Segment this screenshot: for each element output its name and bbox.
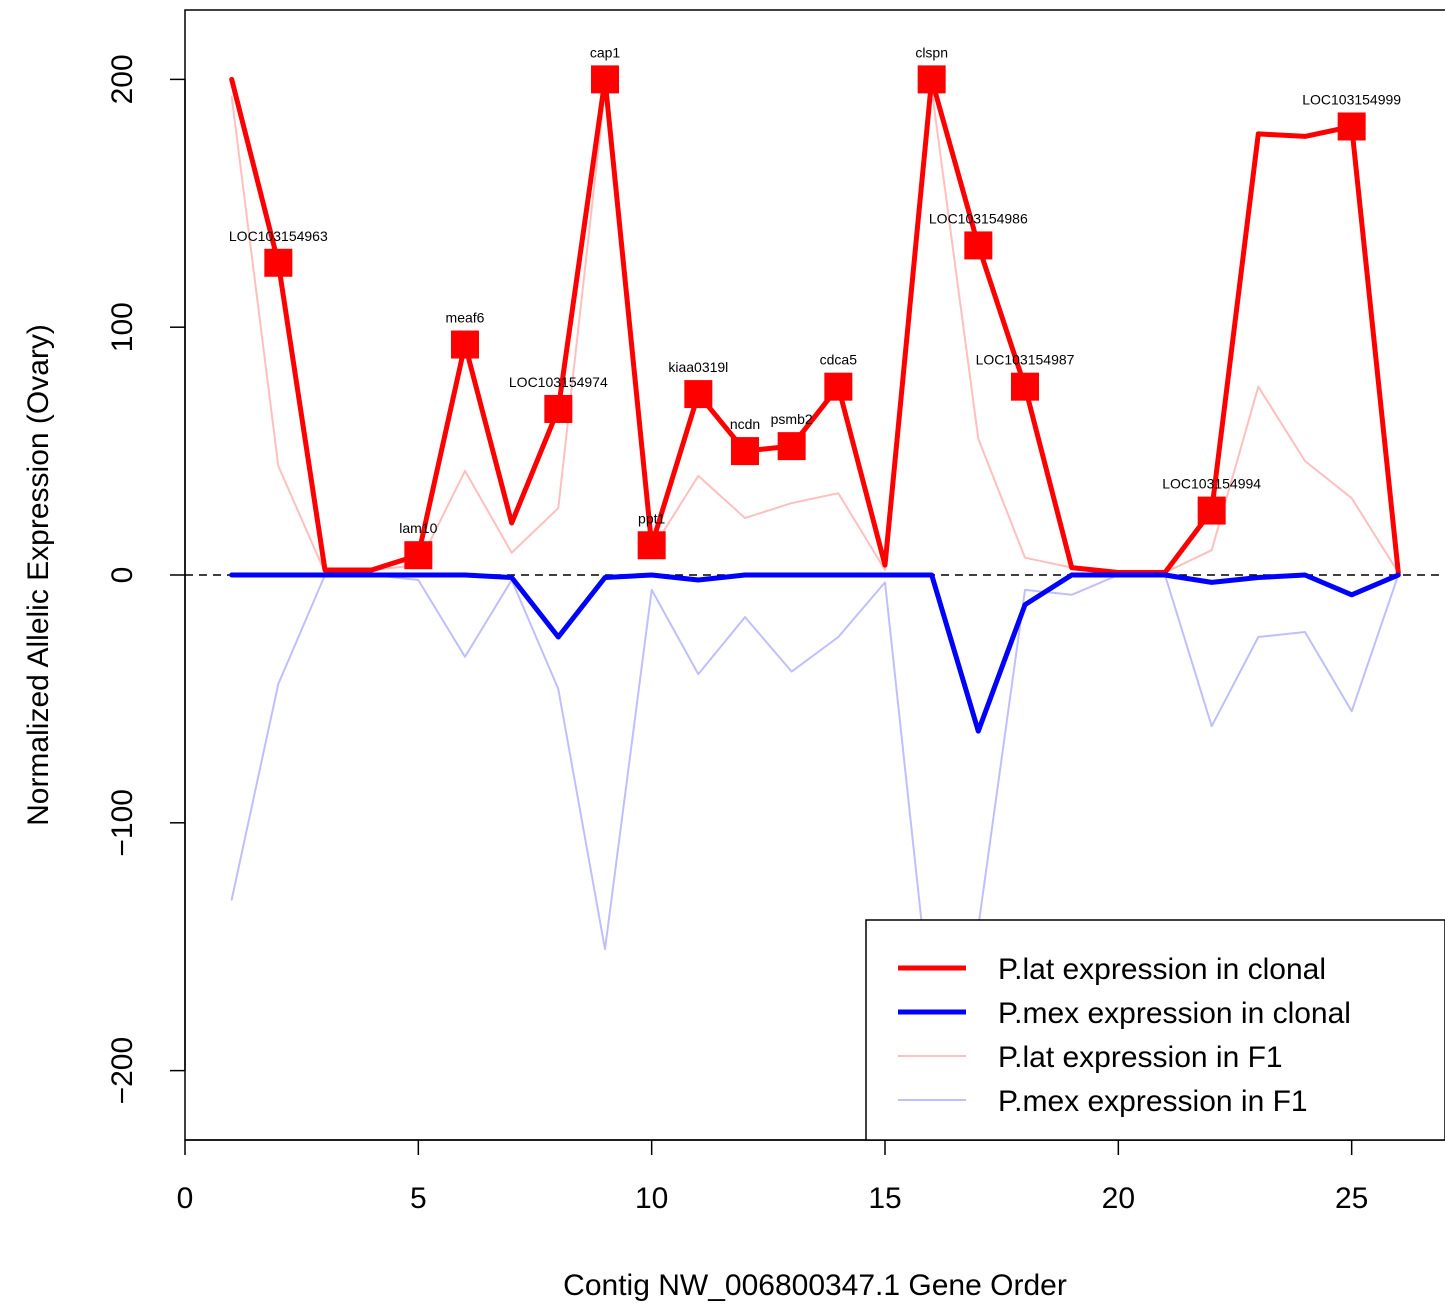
legend-label: P.mex expression in clonal xyxy=(998,997,1351,1030)
gene-label: LOC103154974 xyxy=(509,374,608,390)
gene-label: lam10 xyxy=(399,520,437,536)
gene-marker xyxy=(778,432,806,460)
gene-label: meaf6 xyxy=(446,310,485,326)
y-tick-label: 100 xyxy=(106,302,139,352)
y-axis-title: Normalized Allelic Expression (Ovary) xyxy=(22,324,55,826)
y-tick-label: −200 xyxy=(106,1037,139,1105)
x-tick-label: 10 xyxy=(635,1182,668,1215)
gene-marker xyxy=(404,541,432,569)
gene-marker xyxy=(1198,497,1226,525)
legend: P.lat expression in clonal P.mex expressi… xyxy=(866,920,1445,1140)
gene-marker xyxy=(824,373,852,401)
gene-label: cap1 xyxy=(590,44,621,60)
x-tick-label: 0 xyxy=(177,1182,194,1215)
gene-label: clspn xyxy=(915,44,948,60)
x-tick-label: 5 xyxy=(410,1182,427,1215)
gene-label: LOC103154963 xyxy=(229,228,328,244)
gene-label: ncdn xyxy=(730,416,760,432)
gene-marker xyxy=(964,231,992,259)
plot-layer: LOC103154963 lam10 meaf6 LOC103154974 cap1 pp… xyxy=(185,44,1445,1016)
gene-marker xyxy=(264,249,292,277)
y-tick-label: 200 xyxy=(106,54,139,104)
gene-marker xyxy=(731,437,759,465)
gene-label: LOC103154999 xyxy=(1302,91,1401,107)
series-line-2 xyxy=(232,575,1399,731)
x-tick-label: 15 xyxy=(868,1182,901,1215)
legend-label: P.lat expression in F1 xyxy=(998,1041,1283,1074)
gene-label: LOC103154994 xyxy=(1162,476,1261,492)
legend-label: P.mex expression in F1 xyxy=(998,1085,1308,1118)
y-tick-label: 0 xyxy=(106,567,139,584)
gene-label: LOC103154987 xyxy=(976,352,1075,368)
gene-marker xyxy=(591,65,619,93)
gene-label: LOC103154986 xyxy=(929,210,1028,226)
gene-label: cdca5 xyxy=(820,352,858,368)
gene-marker xyxy=(684,380,712,408)
gene-label: ppt1 xyxy=(638,510,665,526)
x-tick-label: 20 xyxy=(1102,1182,1135,1215)
x-tick-label: 25 xyxy=(1335,1182,1368,1215)
y-tick-label: −100 xyxy=(106,789,139,857)
gene-marker xyxy=(1011,373,1039,401)
gene-marker xyxy=(544,395,572,423)
legend-label: P.lat expression in clonal xyxy=(998,953,1326,986)
gene-label: psmb2 xyxy=(771,411,813,427)
x-axis-title: Contig NW_006800347.1 Gene Order xyxy=(563,1269,1067,1302)
gene-marker xyxy=(638,531,666,559)
gene-marker xyxy=(451,331,479,359)
gene-marker xyxy=(1338,112,1366,140)
gene-marker xyxy=(918,65,946,93)
gene-label: kiaa0319l xyxy=(668,359,728,375)
